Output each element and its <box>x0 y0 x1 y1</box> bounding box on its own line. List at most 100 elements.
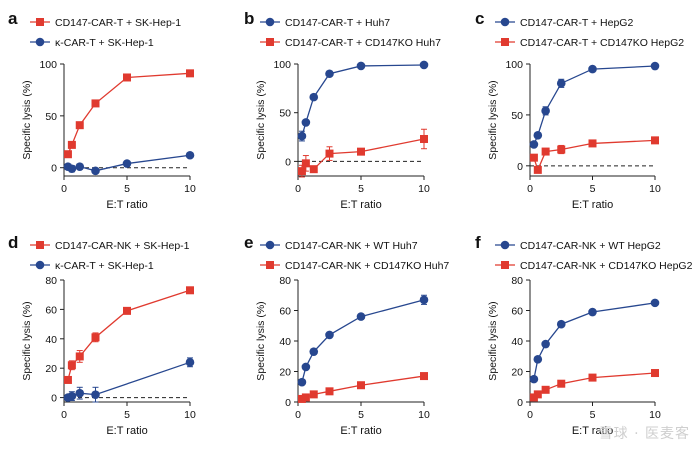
data-point-square <box>301 159 310 168</box>
panel-letter: c <box>475 9 484 28</box>
data-point-circle <box>650 61 660 71</box>
data-point-square <box>297 167 306 176</box>
legend-marker-square <box>36 241 44 249</box>
series-line <box>67 289 191 381</box>
y-tick-label: 0 <box>51 163 57 175</box>
data-point-square <box>588 373 597 382</box>
y-tick-label: 20 <box>45 363 57 375</box>
data-point-circle <box>541 106 550 116</box>
x-axis-label: E:T ratio <box>340 425 381 437</box>
data-point-square <box>651 369 659 378</box>
y-tick-label: 20 <box>279 367 291 379</box>
y-tick-label: 100 <box>505 59 523 71</box>
x-tick-label: 0 <box>61 409 67 421</box>
data-point-square <box>75 352 84 361</box>
legend-label: κ-CAR-T + SK-Hep-1 <box>55 260 154 272</box>
x-tick-label: 10 <box>649 183 661 195</box>
data-point-circle <box>529 140 539 149</box>
data-point-square <box>186 69 194 78</box>
x-tick-label: 5 <box>124 183 130 195</box>
y-tick-label: 60 <box>511 306 523 318</box>
data-point-circle <box>122 159 132 168</box>
data-point-square <box>588 139 597 148</box>
data-point-circle <box>325 330 334 340</box>
watermark: 雪球 · 医麦客 <box>598 426 690 442</box>
data-point-circle <box>533 130 543 140</box>
data-point-square <box>529 153 538 162</box>
data-point-square <box>541 147 550 156</box>
y-tick-label: 0 <box>285 397 291 409</box>
legend-label: κ-CAR-T + SK-Hep-1 <box>55 37 154 49</box>
y-tick-label: 80 <box>279 275 291 287</box>
x-tick-label: 10 <box>418 409 430 421</box>
data-point-circle <box>297 131 307 141</box>
data-point-square <box>309 165 318 174</box>
legend-label: CD147-CAR-NK + SK-Hep-1 <box>55 240 190 252</box>
data-point-square <box>357 381 365 390</box>
series-line <box>301 64 425 137</box>
y-tick-label: 50 <box>45 111 57 123</box>
x-axis-label: E:T ratio <box>572 199 613 211</box>
panel-letter: a <box>8 9 18 28</box>
panel-f: f CD147-CAR-NK + WT HepG2 CD147-CAR-NK + C… <box>475 233 693 437</box>
data-point-circle <box>309 92 319 102</box>
data-point-circle <box>67 164 77 174</box>
data-point-square <box>301 393 310 402</box>
x-tick-label: 5 <box>590 409 596 421</box>
x-tick-label: 10 <box>418 183 430 195</box>
legend-label: CD147-CAR-NK + CD147KO Huh7 <box>285 260 449 272</box>
data-point-square <box>67 361 76 370</box>
x-tick-label: 0 <box>527 183 533 195</box>
data-point-circle <box>419 295 429 305</box>
y-axis-label: Specific lysis (%) <box>255 80 267 159</box>
y-tick-label: 40 <box>279 336 291 348</box>
y-axis-label: Specific lysis (%) <box>487 80 499 159</box>
y-tick-label: 100 <box>273 59 291 71</box>
legend-marker-circle <box>35 260 45 270</box>
legend-label: CD147-CAR-T + SK-Hep-1 <box>55 17 181 29</box>
data-point-circle <box>419 60 429 70</box>
data-point-square <box>557 379 566 388</box>
data-point-square <box>123 306 131 315</box>
x-tick-label: 5 <box>358 409 364 421</box>
data-point-circle <box>67 391 77 401</box>
data-point-square <box>325 149 334 158</box>
panel-c: c CD147-CAR-T + HepG2 CD147-CAR-T + CD147K… <box>475 9 684 211</box>
y-tick-label: 40 <box>511 336 523 348</box>
series-line <box>67 72 191 155</box>
y-tick-label: 0 <box>285 156 291 168</box>
legend-label: CD147-CAR-T + Huh7 <box>285 17 390 29</box>
series-line <box>67 361 191 399</box>
y-tick-label: 50 <box>279 108 291 120</box>
x-tick-label: 5 <box>124 409 130 421</box>
data-point-circle <box>75 388 85 398</box>
x-tick-label: 0 <box>295 183 301 195</box>
y-axis-label: Specific lysis (%) <box>21 301 33 380</box>
data-point-circle <box>588 64 597 74</box>
legend-label: CD147-CAR-NK + CD147KO HepG2 <box>520 260 693 272</box>
x-axis-label: E:T ratio <box>572 425 613 437</box>
x-axis-label: E:T ratio <box>106 199 147 211</box>
y-tick-label: 80 <box>45 275 57 287</box>
x-tick-label: 5 <box>358 183 364 195</box>
y-axis-label: Specific lysis (%) <box>255 301 267 380</box>
y-tick-label: 0 <box>517 397 523 409</box>
data-point-circle <box>297 377 307 387</box>
data-point-circle <box>533 355 543 364</box>
panel-letter: e <box>244 233 253 252</box>
y-axis-label: Specific lysis (%) <box>487 301 499 380</box>
data-point-square <box>63 150 72 159</box>
x-tick-label: 0 <box>527 409 533 421</box>
data-point-square <box>91 333 100 342</box>
panel-d: d CD147-CAR-NK + SK-Hep-1 κ-CAR-T + SK-Hep… <box>8 233 196 437</box>
y-tick-label: 60 <box>279 306 291 318</box>
series-line <box>533 65 656 145</box>
data-point-square <box>541 385 550 394</box>
y-tick-label: 20 <box>511 367 523 379</box>
y-tick-label: 50 <box>511 110 523 122</box>
data-point-square <box>123 73 131 82</box>
legend-marker-square <box>266 38 274 46</box>
data-point-circle <box>301 118 311 127</box>
data-point-square <box>357 147 365 156</box>
